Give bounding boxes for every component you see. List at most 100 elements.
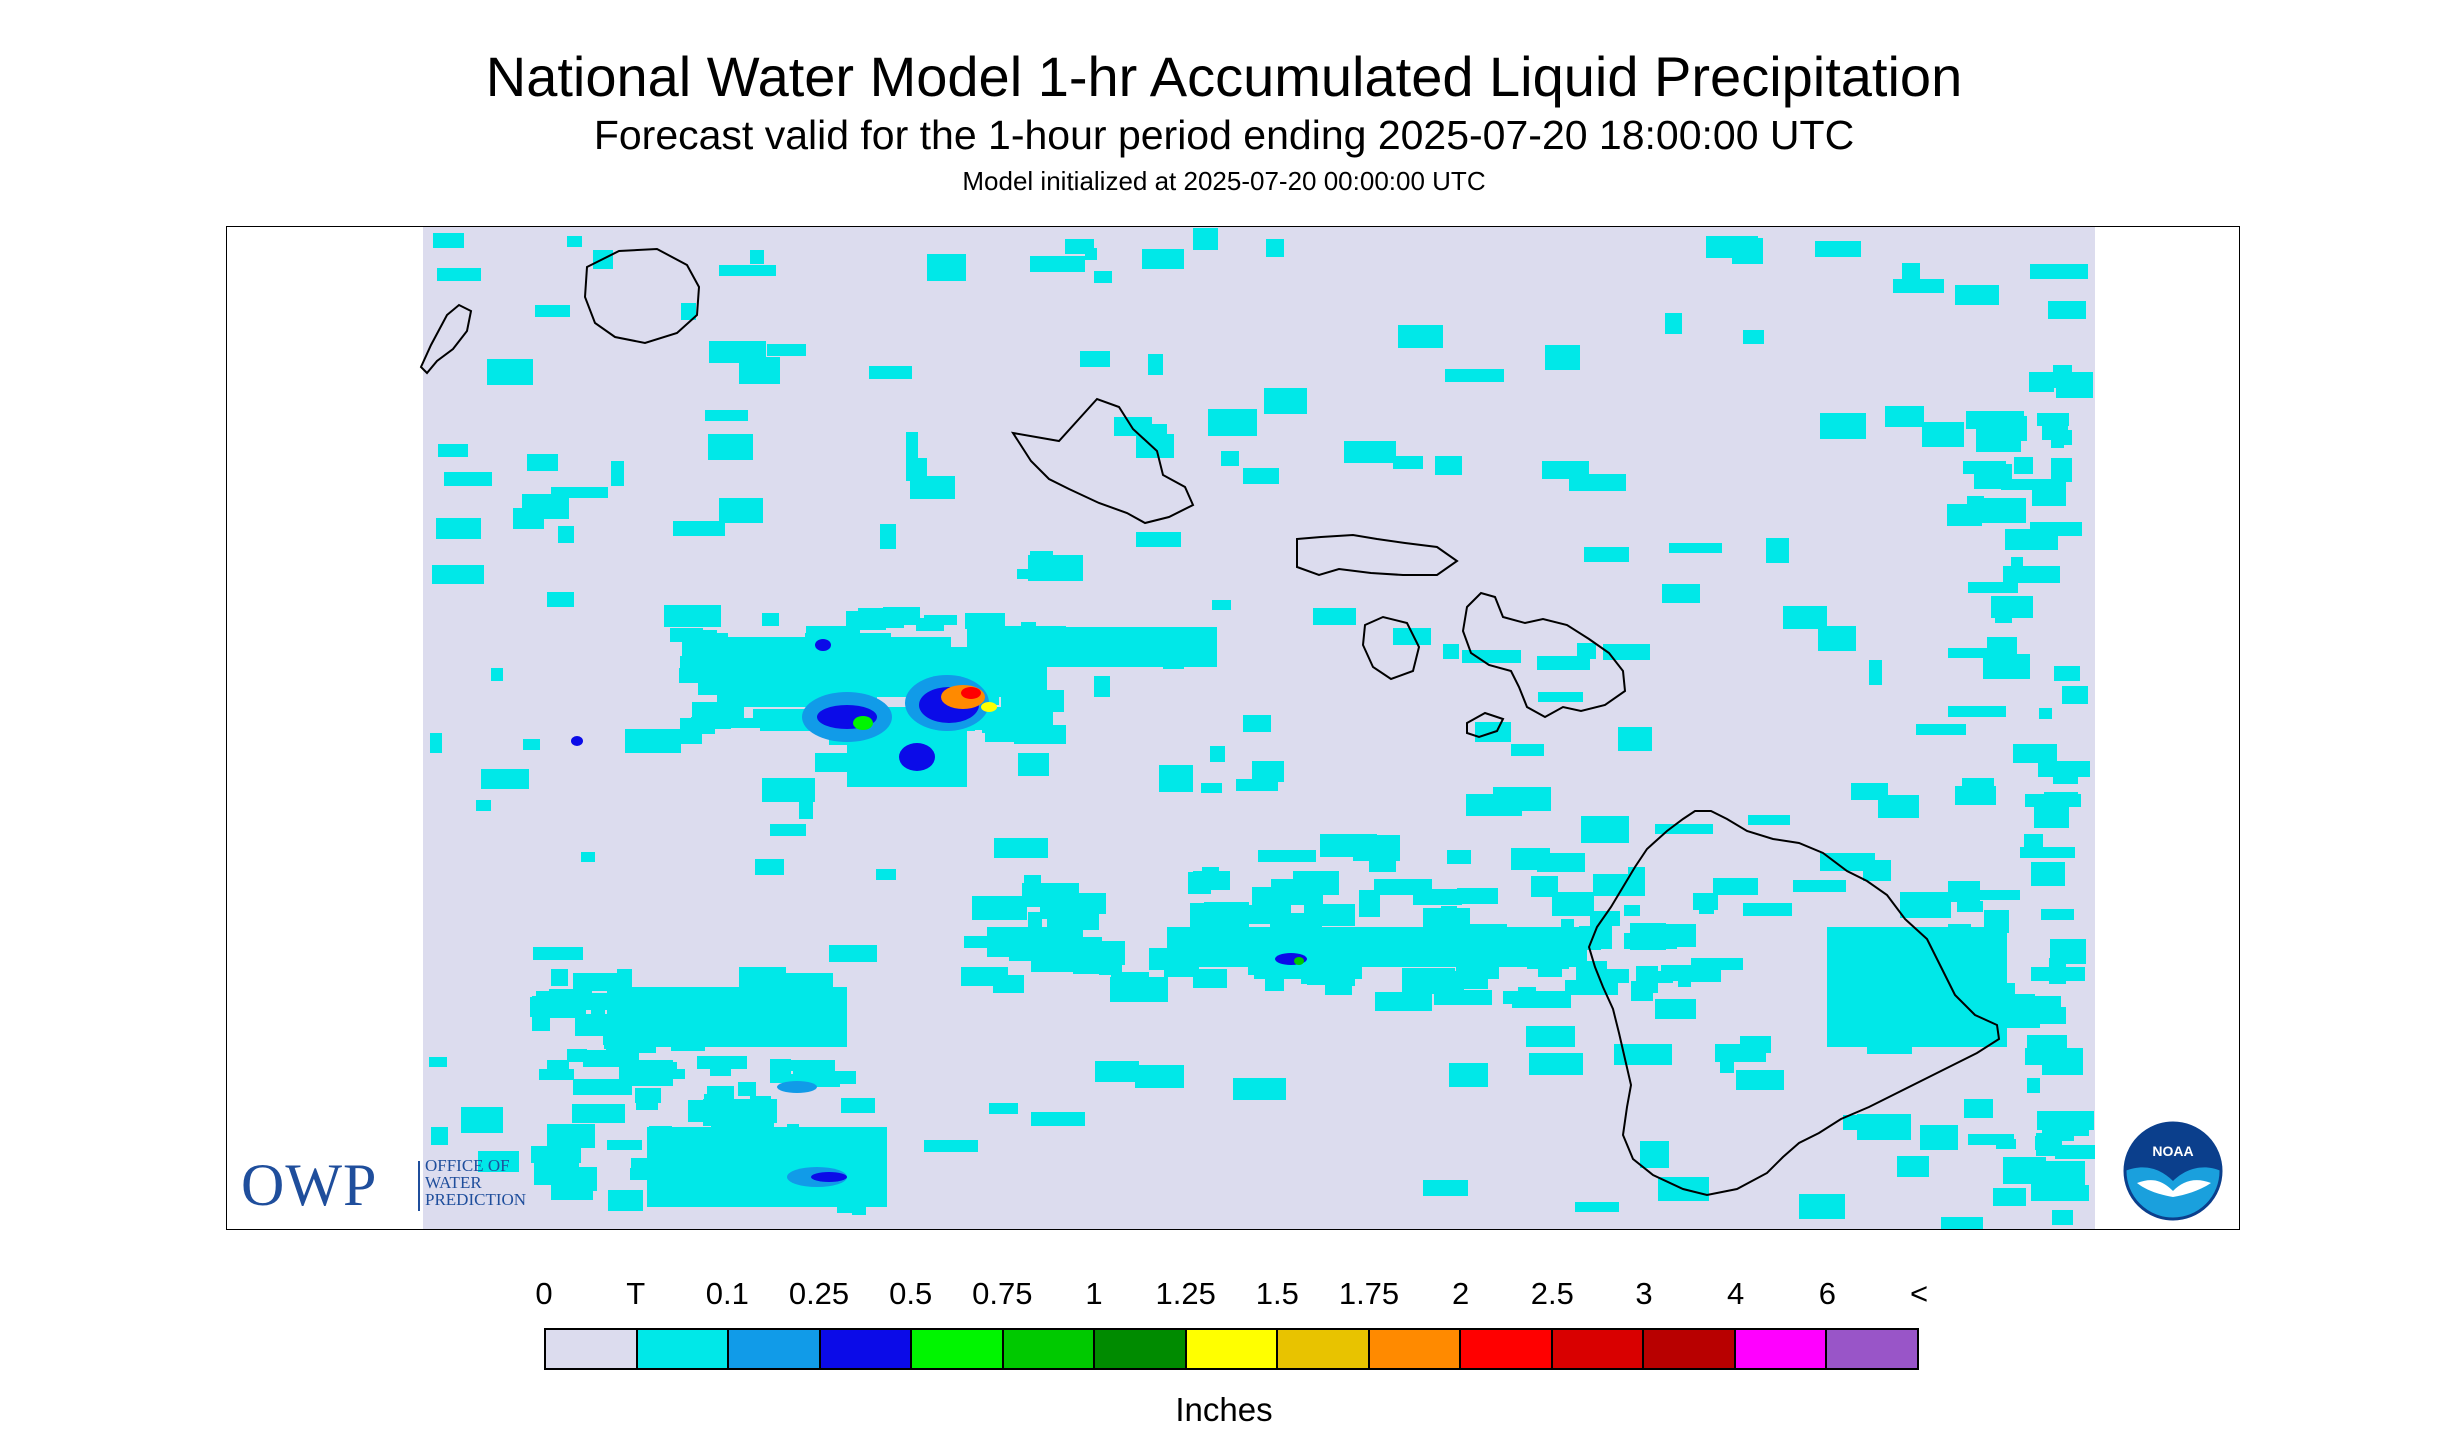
- precip-cell: [719, 498, 763, 523]
- island-kahoolawe: [1466, 711, 1505, 739]
- precip-cell: [2031, 1185, 2089, 1201]
- precip-cell: [1212, 600, 1231, 610]
- island-lanai: [1361, 615, 1421, 681]
- precip-cell: [2031, 967, 2085, 981]
- noaa-logo: NOAA: [2123, 1121, 2223, 1221]
- precip-cell: [719, 265, 776, 276]
- precip-cell: [1030, 551, 1053, 563]
- legend-label: 2.5: [1530, 1276, 1574, 1311]
- precip-cell: [1964, 1099, 1993, 1118]
- legend-swatch: [1644, 1330, 1736, 1368]
- precip-cell: [1993, 1188, 2026, 1206]
- precip-cell: [1577, 643, 1596, 659]
- precip-cell: [1818, 626, 1856, 651]
- precip-cell: [1447, 850, 1471, 864]
- legend-swatch: [1278, 1330, 1370, 1368]
- precip-cell: [1018, 753, 1049, 776]
- precip-cell: [684, 630, 717, 641]
- precip-cell: [2032, 479, 2066, 506]
- precip-cell: [738, 1082, 756, 1096]
- island-molokai: [1296, 533, 1459, 577]
- precip-cell: [1493, 787, 1551, 811]
- precip-cell: [1393, 628, 1431, 645]
- precip-cell: [1167, 927, 1587, 967]
- precip-cell: [437, 268, 481, 281]
- precip-cell: [1691, 958, 1743, 970]
- precip-cell: [1920, 1125, 1958, 1150]
- precip-cell: [1359, 890, 1380, 917]
- precip-cell: [1885, 406, 1924, 427]
- precip-cell: [2048, 301, 2086, 319]
- precip-cell: [547, 1060, 569, 1070]
- precip-cell: [1665, 313, 1682, 334]
- precip-cell: [1017, 569, 1072, 579]
- precip-cell: [708, 434, 753, 460]
- precip-cell: [539, 1069, 574, 1080]
- precip-cell: [1614, 1044, 1672, 1065]
- precipitation-layer: [423, 227, 2095, 1229]
- precip-cell: [430, 733, 442, 753]
- precip-cell: [1427, 920, 1462, 930]
- precip-cell: [567, 1049, 587, 1062]
- precip-cell: [1233, 1078, 1286, 1100]
- legend-label: 3: [1635, 1276, 1653, 1311]
- precip-cell: [2031, 862, 2065, 886]
- precip-cell: [1243, 715, 1271, 732]
- precip-cell: [481, 769, 529, 789]
- precip-cell: [1526, 1026, 1575, 1047]
- precip-cell: [573, 1079, 632, 1095]
- precip-cell: [2051, 458, 2072, 482]
- precip-cell: [2027, 1078, 2040, 1093]
- precip-cell: [1948, 706, 2006, 717]
- precip-cell: [533, 947, 583, 960]
- owp-name-line-1: OFFICE OF: [425, 1156, 510, 1175]
- precip-cell: [1893, 279, 1944, 293]
- precip-cell: [927, 254, 966, 281]
- precip-cell: [1999, 1016, 2040, 1028]
- precip-cell: [739, 967, 786, 988]
- legend-label: 0.75: [972, 1276, 1033, 1311]
- precip-cell: [2041, 909, 2074, 920]
- legend-label: 2: [1452, 1276, 1470, 1311]
- precip-cell: [1150, 424, 1167, 437]
- precip-core: [777, 1081, 817, 1093]
- precip-cell: [987, 943, 1038, 957]
- precip-cell: [2030, 522, 2082, 536]
- precip-cell: [762, 778, 815, 802]
- precip-cell: [1955, 786, 1996, 805]
- precip-cell: [1843, 1115, 1859, 1130]
- precip-cell: [617, 969, 632, 989]
- legend-label: 1.25: [1155, 1276, 1216, 1311]
- precip-cell: [1900, 892, 1951, 918]
- precip-cell: [1537, 656, 1590, 670]
- precip-cell: [608, 1190, 643, 1211]
- precip-cell: [2003, 566, 2060, 583]
- legend-label: 1.5: [1255, 1276, 1299, 1311]
- precip-cell: [513, 508, 544, 529]
- precip-core: [1294, 957, 1304, 965]
- precip-cell: [1743, 330, 1764, 344]
- precip-cell: [750, 250, 764, 264]
- precip-cell: [1080, 351, 1110, 367]
- precip-cell: [876, 869, 896, 880]
- precip-cell: [1878, 795, 1919, 818]
- precip-cell: [1955, 285, 1999, 305]
- precip-cell: [880, 524, 896, 549]
- legend-swatch: [912, 1330, 1004, 1368]
- precip-cell: [1047, 904, 1099, 930]
- precip-cell: [1375, 992, 1432, 1011]
- precip-cell: [1820, 853, 1875, 871]
- legend-label: T: [626, 1276, 646, 1311]
- precip-cell: [1040, 906, 1052, 919]
- precip-cell: [2062, 686, 2088, 704]
- precip-cell: [1031, 1112, 1085, 1126]
- precip-cell: [993, 975, 1024, 993]
- precip-cell: [1529, 1053, 1583, 1075]
- precip-cell: [1202, 867, 1219, 882]
- legend-swatch: [637, 1330, 730, 1368]
- legend-swatch: [1552, 1330, 1645, 1368]
- precip-cell: [1783, 606, 1827, 629]
- precip-cell: [1252, 761, 1284, 782]
- precip-cell: [972, 896, 1027, 920]
- legend-swatch: [1095, 1330, 1187, 1368]
